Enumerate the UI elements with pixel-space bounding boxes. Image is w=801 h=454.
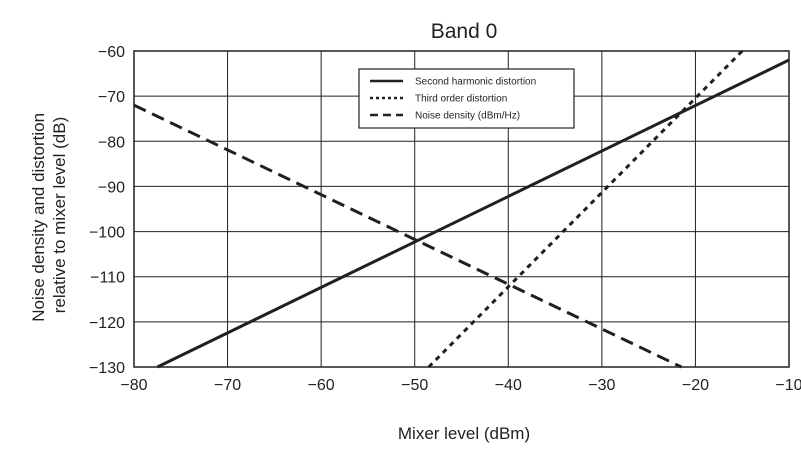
legend: Second harmonic distortion Third order di… xyxy=(358,68,575,129)
y-axis-label: Noise density and distortion relative to… xyxy=(29,108,69,322)
y-tick-label: −80 xyxy=(98,134,125,151)
x-tick-labels: −80 −70 −60 −50 −40 −30 −20 −10 xyxy=(120,377,801,394)
x-tick-label: −20 xyxy=(682,377,709,394)
x-tick-label: −70 xyxy=(214,377,241,394)
y-tick-label: −120 xyxy=(89,315,125,332)
x-tick-label: −60 xyxy=(308,377,335,394)
chart-title: Band 0 xyxy=(431,20,498,43)
legend-label-2: Third order distortion xyxy=(415,94,507,105)
x-tick-label: −10 xyxy=(775,377,801,394)
x-tick-label: −50 xyxy=(401,377,428,394)
x-axis-label: Mixer level (dBm) xyxy=(398,424,530,443)
plot-frame xyxy=(133,50,790,368)
legend-label-1: Second harmonic distortion xyxy=(415,77,536,88)
y-tick-label: −100 xyxy=(89,225,125,242)
y-tick-label: −110 xyxy=(90,270,125,287)
y-tick-labels: −60 −70 −80 −90 −100 −110 −120 −130 xyxy=(89,44,125,377)
series-layer xyxy=(133,49,790,369)
x-tick-label: −80 xyxy=(120,377,147,394)
x-tick-label: −30 xyxy=(588,377,615,394)
y-tick-label: −60 xyxy=(98,44,125,61)
series-line-3 xyxy=(133,103,683,369)
series-line-2 xyxy=(427,49,744,369)
y-axis-label-line-2: relative to mixer level (dB) xyxy=(50,117,69,314)
y-tick-label: −70 xyxy=(98,89,125,106)
legend-label-3: Noise density (dBm/Hz) xyxy=(415,111,520,122)
x-tick-label: −40 xyxy=(495,377,522,394)
y-tick-label: −90 xyxy=(98,179,125,196)
y-tick-label: −130 xyxy=(89,360,125,377)
y-axis-label-line-1: Noise density and distortion xyxy=(29,113,48,322)
